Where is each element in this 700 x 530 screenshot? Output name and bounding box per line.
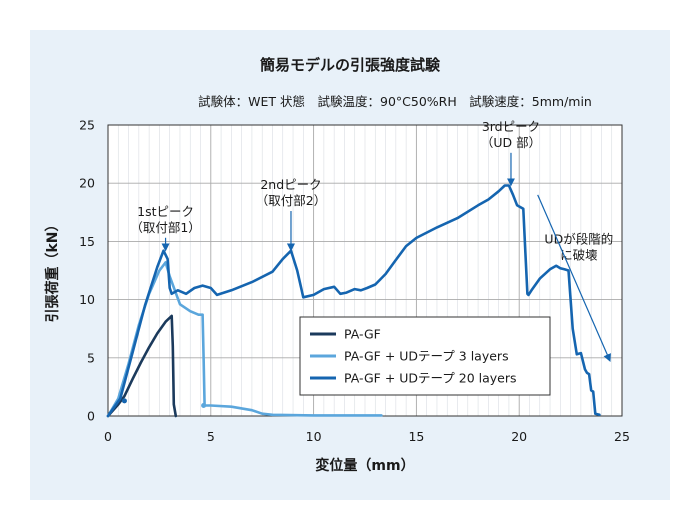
annotation-text: 1stピーク: [137, 204, 194, 219]
y-tick-label: 25: [79, 118, 95, 133]
y-tick-label: 15: [79, 234, 95, 249]
annotation-peak1: 1stピーク（取付部1）: [130, 204, 201, 252]
y-tick-label: 10: [79, 292, 95, 307]
annotation-text: に破壊: [560, 248, 598, 263]
annotation-text: 2ndピーク: [260, 177, 321, 192]
annotation-peak3: 3rdピーク（UD 部）: [481, 119, 541, 187]
series-line-3: [106, 184, 601, 418]
annotation-peak2: 2ndピーク（取付部2）: [256, 177, 326, 252]
chart-subtitle: 試験体：WET 状態 試験温度：90°C50%RH 試験速度：5mm/min: [198, 94, 592, 109]
x-tick-label: 25: [614, 429, 630, 444]
annotation-text: （取付部2）: [256, 193, 326, 208]
annotation-text: UDが段階的: [544, 232, 613, 247]
y-axis-label: 引張荷重（kN）: [44, 217, 61, 322]
annotation-text: 3rdピーク: [482, 119, 540, 134]
x-tick-label: 20: [511, 429, 527, 444]
legend-label: PA-GF + UDテープ 3 layers: [344, 349, 509, 364]
x-tick-label: 15: [408, 429, 424, 444]
legend-box: [299, 316, 551, 396]
x-axis-label: 変位量（mm）: [315, 457, 414, 474]
legend-label: PA-GF + UDテープ 20 layers: [344, 371, 517, 386]
legend-label: PA-GF: [344, 327, 381, 342]
annotations: 1stピーク（取付部1） 2ndピーク（取付部2） 3rdピーク（UD 部） UDが段…: [130, 119, 613, 362]
y-tick-label: 20: [79, 176, 95, 191]
y-tick-label: 0: [87, 409, 95, 424]
annotation-arrow: [537, 194, 611, 362]
y-tick-label: 5: [87, 350, 95, 365]
series-marker: [121, 398, 127, 404]
series-line-1: [106, 314, 178, 418]
chart-title: 簡易モデルの引張強度試験: [260, 56, 441, 74]
annotation-text: （UD 部）: [481, 135, 541, 150]
x-tick-label: 5: [207, 429, 215, 444]
annotation-text: （取付部1）: [130, 220, 200, 235]
x-tick-label: 0: [104, 429, 112, 444]
x-tick-label: 10: [306, 429, 322, 444]
legend: PA-GF PA-GF + UDテープ 3 layers PA-GF + UDテープ…: [299, 316, 551, 396]
series-marker: [201, 403, 207, 409]
series-layer: [106, 184, 601, 418]
